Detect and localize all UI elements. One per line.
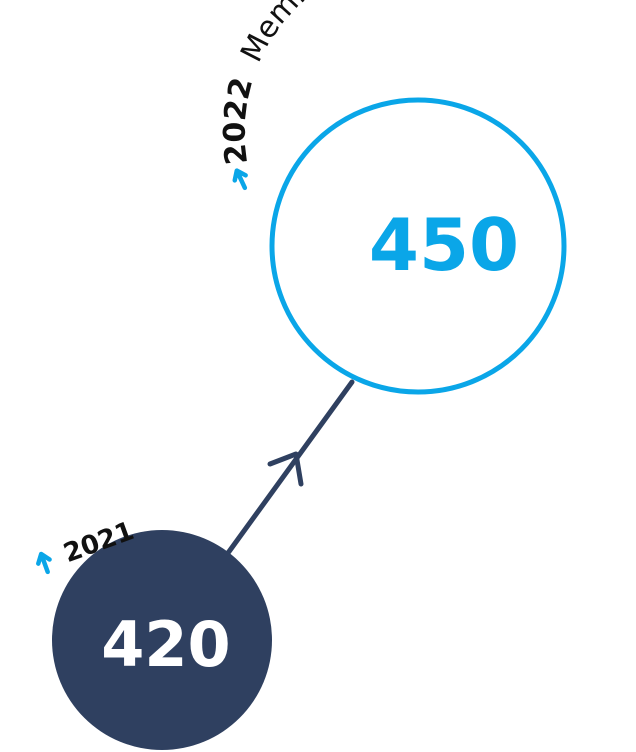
connector-line [225, 379, 355, 556]
year-2022-arrow-group [232, 168, 248, 191]
arrow-up-icon [232, 168, 248, 191]
arrow-up-icon [36, 551, 52, 575]
circle-2021 [52, 530, 272, 750]
value-2022: 450 [369, 203, 519, 287]
year-2022-label: 2022 [218, 74, 260, 166]
memberships-label: Memberships [234, 0, 416, 68]
value-2021: 420 [101, 608, 230, 681]
connector-chevron-icon [267, 451, 304, 487]
circle-2022 [269, 97, 567, 395]
